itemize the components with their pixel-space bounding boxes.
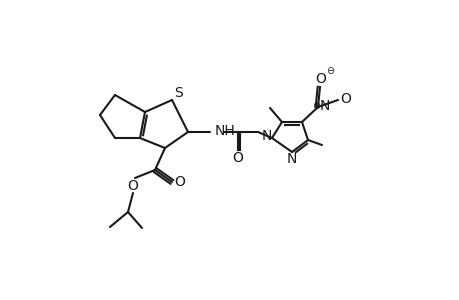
Text: O: O — [315, 72, 326, 86]
Text: N: N — [319, 99, 330, 113]
Text: O: O — [340, 92, 351, 106]
Text: ⊖: ⊖ — [325, 66, 333, 76]
Text: N: N — [286, 152, 297, 166]
Text: S: S — [174, 86, 183, 100]
Text: O: O — [127, 179, 138, 193]
Text: ⊕: ⊕ — [311, 101, 319, 111]
Text: N: N — [261, 129, 272, 143]
Text: NH: NH — [214, 124, 235, 138]
Text: O: O — [232, 151, 243, 165]
Text: O: O — [174, 175, 185, 189]
